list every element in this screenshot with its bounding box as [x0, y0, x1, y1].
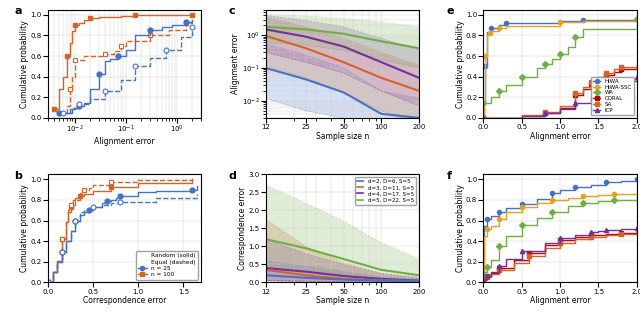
X-axis label: Sample size n: Sample size n [316, 296, 369, 305]
Text: a: a [14, 6, 22, 16]
Y-axis label: Alignment error: Alignment error [232, 33, 241, 94]
X-axis label: Alignment error: Alignment error [530, 296, 591, 305]
X-axis label: Alignment error: Alignment error [530, 132, 591, 141]
Y-axis label: Cumulative probability: Cumulative probability [456, 20, 465, 108]
Text: d: d [229, 171, 237, 181]
Text: b: b [14, 171, 22, 181]
Y-axis label: Cumulative probability: Cumulative probability [456, 185, 465, 272]
Y-axis label: Correspondence error: Correspondence error [238, 187, 247, 270]
Y-axis label: Cumulative probability: Cumulative probability [20, 20, 29, 108]
X-axis label: Alignment error: Alignment error [94, 137, 155, 146]
Text: f: f [447, 171, 452, 181]
X-axis label: Correspondence error: Correspondence error [83, 296, 166, 305]
Y-axis label: Cumulative probability: Cumulative probability [20, 185, 29, 272]
Legend: d=2, D=6, S=5, d=3, D=11, S=5, d=4, D=17, S=5, d=5, D=22, S=5: d=2, D=6, S=5, d=3, D=11, S=5, d=4, D=17… [355, 177, 416, 205]
Legend: Random (solid), Equal (dashed), n = 25, n = 100: Random (solid), Equal (dashed), n = 25, … [136, 251, 198, 280]
Text: e: e [447, 6, 454, 16]
Text: c: c [229, 6, 236, 16]
Legend: HiWA, HiWA-SSC, WA, CORAL, SA, ICP: HiWA, HiWA-SSC, WA, CORAL, SA, ICP [591, 76, 634, 115]
X-axis label: Sample size n: Sample size n [316, 132, 369, 141]
